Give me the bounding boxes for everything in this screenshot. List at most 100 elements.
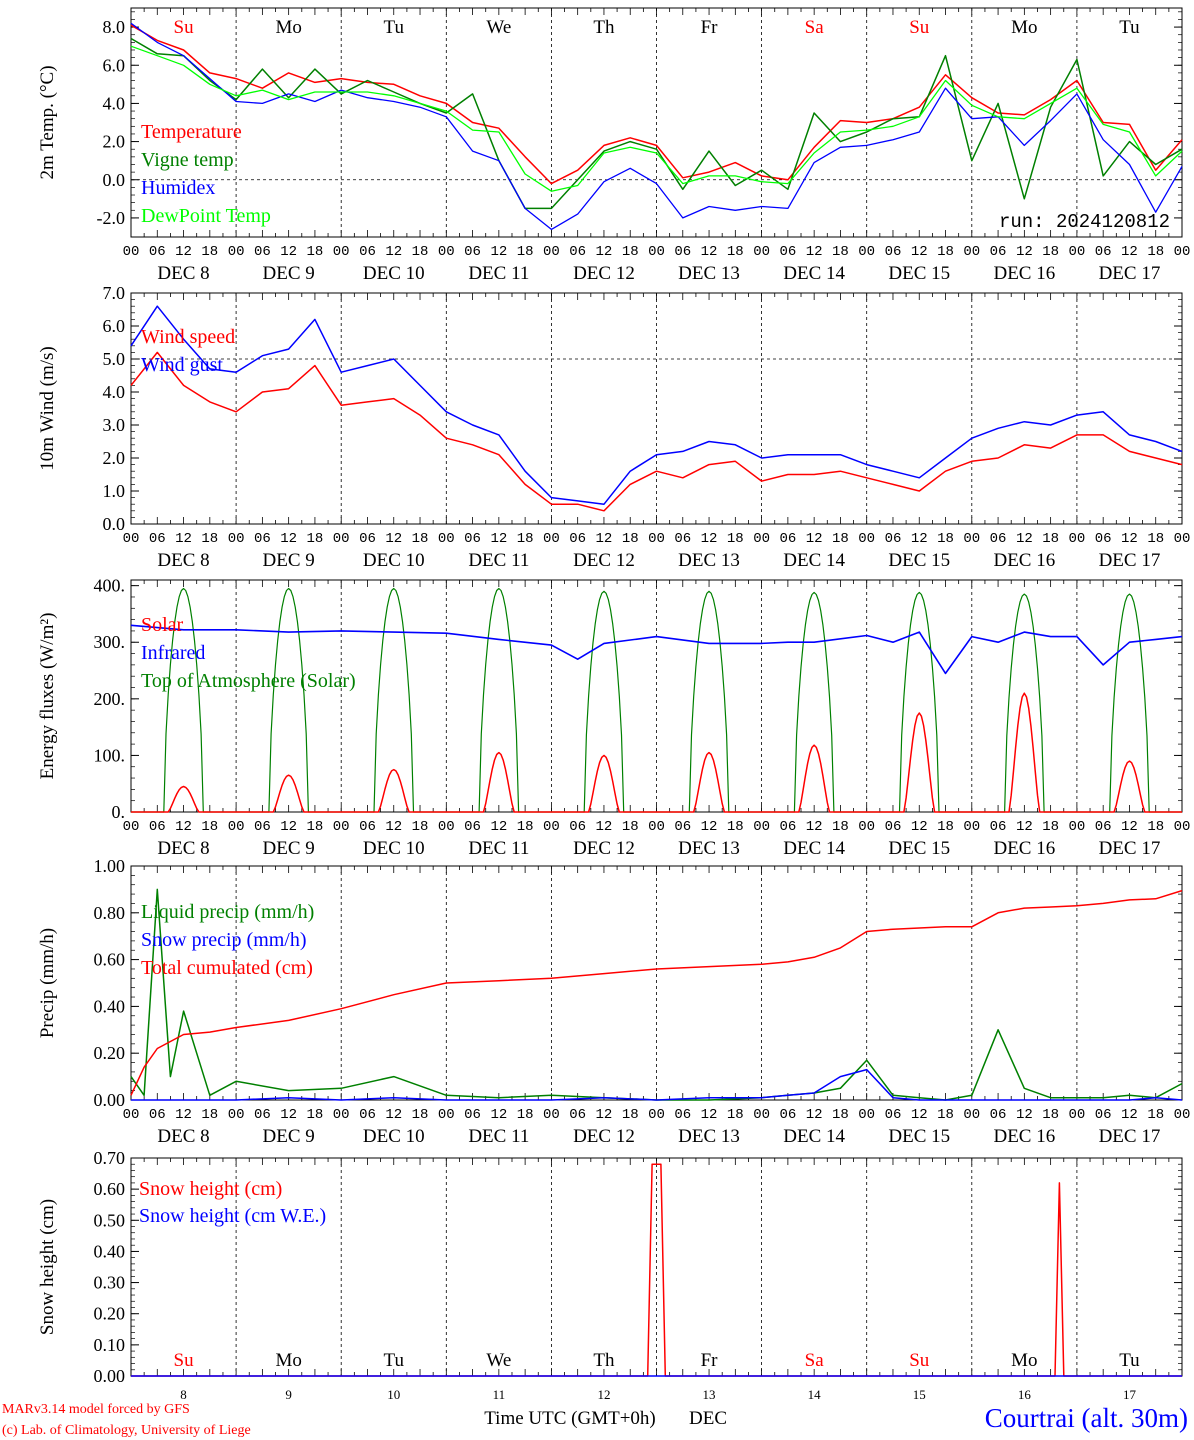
y-tick-label: 0.20 xyxy=(94,1304,126,1324)
hour-tick-label: 06 xyxy=(674,819,691,835)
y-tick-label: 6.0 xyxy=(103,55,126,75)
hour-tick-label: 12 xyxy=(175,819,192,835)
y-tick-label: 100. xyxy=(94,745,126,765)
y-tick-label: 3.0 xyxy=(103,415,126,435)
date-label: DEC 15 xyxy=(888,550,950,571)
hour-tick-label: 12 xyxy=(385,1107,402,1123)
footer-credit-line1: MARv3.14 model forced by GFS xyxy=(2,1402,190,1417)
weekday-label: Tu xyxy=(1119,17,1140,38)
y-tick-label: 2.0 xyxy=(103,448,126,468)
hour-tick-label: 00 xyxy=(858,531,875,547)
series-line-2-1 xyxy=(130,305,1183,505)
date-label: DEC 16 xyxy=(993,263,1055,284)
location-label: Courtrai (alt. 30m) xyxy=(985,1403,1188,1433)
hour-tick-label: 12 xyxy=(806,531,823,547)
weekday-label: Su xyxy=(909,17,930,38)
date-label: DEC 9 xyxy=(263,838,315,859)
y-tick-label: -2.0 xyxy=(97,208,126,228)
legend-entry: DewPoint Temp xyxy=(141,205,271,227)
hour-tick-label: 18 xyxy=(727,819,744,835)
hour-tick-label: 00 xyxy=(123,1107,140,1123)
y-tick-label: 1.00 xyxy=(94,856,126,876)
hour-tick-label: 18 xyxy=(517,819,534,835)
hour-tick-label: 00 xyxy=(543,531,560,547)
date-label: DEC 17 xyxy=(1099,1126,1161,1147)
hour-tick-label: 00 xyxy=(1174,819,1191,835)
weekday-label: Mo xyxy=(1011,17,1037,38)
weekday-label: Mo xyxy=(275,1350,301,1371)
date-label: DEC 9 xyxy=(263,550,315,571)
y-tick-label: 4.0 xyxy=(103,382,126,402)
hour-tick-label: 18 xyxy=(307,1107,324,1123)
hour-tick-label: 12 xyxy=(806,1107,823,1123)
hour-tick-label: 00 xyxy=(333,819,350,835)
date-label: DEC 9 xyxy=(263,1126,315,1147)
date-label: DEC 10 xyxy=(363,263,425,284)
panel-4: 0.00 0.20 0.40 0.60 0.80 1.00 Precip (mm/h) 00 0… xyxy=(37,856,1190,1147)
hour-tick-label: 06 xyxy=(990,1107,1007,1123)
hour-tick-label: 18 xyxy=(622,531,639,547)
day-number-label: 15 xyxy=(913,1387,926,1402)
date-label: DEC 15 xyxy=(888,1126,950,1147)
footer-credit-line2: (c) Lab. of Climatology, University of L… xyxy=(2,1423,251,1438)
weekday-label: Su xyxy=(174,1350,195,1371)
hour-tick-label: 18 xyxy=(937,819,954,835)
date-label: DEC 12 xyxy=(573,263,635,284)
hour-tick-label: 00 xyxy=(648,1107,665,1123)
y-tick-label: 0.70 xyxy=(94,1148,126,1168)
y-tick-label: 400. xyxy=(94,576,126,596)
series-line-4-1 xyxy=(131,1068,1183,1101)
hour-tick-label: 06 xyxy=(779,244,796,260)
hour-tick-label: 06 xyxy=(885,531,902,547)
date-label: DEC 15 xyxy=(888,263,950,284)
hour-tick-label: 00 xyxy=(438,531,455,547)
hour-tick-label: 00 xyxy=(1068,531,1085,547)
hour-tick-label: 18 xyxy=(307,819,324,835)
legend-entry: Snow precip (mm/h) xyxy=(141,929,307,951)
hour-tick-label: 12 xyxy=(596,1107,613,1123)
date-label: DEC 8 xyxy=(157,1126,209,1147)
hour-tick-label: 06 xyxy=(149,531,166,547)
hour-tick-label: 18 xyxy=(1042,244,1059,260)
hour-tick-label: 00 xyxy=(1068,1107,1085,1123)
hour-tick-label: 00 xyxy=(123,819,140,835)
hour-tick-label: 12 xyxy=(911,244,928,260)
hour-tick-label: 12 xyxy=(490,531,507,547)
legend-entry: Snow height (cm) xyxy=(139,1178,282,1200)
hour-tick-label: 00 xyxy=(1174,1107,1191,1123)
hour-tick-label: 06 xyxy=(359,1107,376,1123)
hour-tick-label: 06 xyxy=(149,1107,166,1123)
legend-entry: Top of Atmosphere (Solar) xyxy=(141,670,356,692)
hour-tick-label: 06 xyxy=(1095,244,1112,260)
y-tick-label: 0. xyxy=(112,802,126,822)
date-label: DEC 12 xyxy=(573,550,635,571)
y-tick-label: 4.0 xyxy=(103,93,126,113)
date-label: DEC 11 xyxy=(468,550,529,571)
hour-tick-label: 12 xyxy=(1121,819,1138,835)
date-label: DEC 14 xyxy=(783,838,845,859)
hour-tick-label: 06 xyxy=(885,1107,902,1123)
hour-tick-label: 06 xyxy=(569,819,586,835)
y-tick-label: 1.0 xyxy=(103,481,126,501)
hour-tick-label: 06 xyxy=(254,531,271,547)
date-label: DEC 8 xyxy=(157,838,209,859)
hour-tick-label: 06 xyxy=(674,1107,691,1123)
legend-entry: Liquid precip (mm/h) xyxy=(141,901,314,923)
hour-tick-label: 00 xyxy=(123,244,140,260)
y-tick-label: 0.00 xyxy=(94,1090,126,1110)
hour-tick-label: 18 xyxy=(937,531,954,547)
hour-tick-label: 06 xyxy=(674,531,691,547)
hour-tick-label: 18 xyxy=(727,531,744,547)
hour-tick-label: 12 xyxy=(911,1107,928,1123)
date-label: DEC 8 xyxy=(157,263,209,284)
hour-tick-label: 00 xyxy=(648,531,665,547)
y-axis-label: Snow height (cm) xyxy=(37,1199,58,1335)
day-number-label: 17 xyxy=(1123,1387,1137,1402)
y-tick-label: 6.0 xyxy=(103,316,126,336)
weekday-label: Fr xyxy=(701,1350,719,1371)
y-tick-label: 0.50 xyxy=(94,1210,126,1230)
hour-tick-label: 18 xyxy=(1042,531,1059,547)
hour-tick-label: 18 xyxy=(832,819,849,835)
y-tick-label: 0.60 xyxy=(94,1179,126,1199)
hour-tick-label: 00 xyxy=(963,1107,980,1123)
